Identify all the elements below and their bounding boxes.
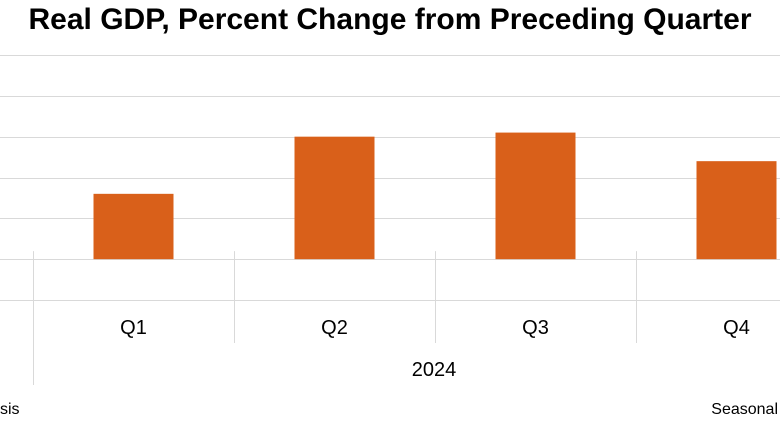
chart-title: Real GDP, Percent Change from Preceding … bbox=[28, 3, 752, 36]
bar-q2 bbox=[294, 136, 375, 260]
bar-q3 bbox=[495, 132, 576, 260]
category-separators bbox=[33, 251, 637, 385]
footer-note-fragment: Seasonal bbox=[711, 401, 778, 418]
bar-q1 bbox=[93, 193, 174, 260]
bar-q4 bbox=[696, 161, 777, 260]
category-label-q4: Q4 bbox=[723, 317, 750, 339]
category-label-q2: Q2 bbox=[321, 317, 348, 339]
bars bbox=[93, 132, 777, 260]
category-label-q3: Q3 bbox=[522, 317, 549, 339]
footer-source-fragment: sis bbox=[0, 401, 20, 418]
year-group-label: 2024 bbox=[412, 359, 457, 381]
category-labels: Q1 Q2 Q3 Q4 bbox=[120, 317, 750, 339]
gridlines bbox=[0, 55, 780, 301]
category-label-q1: Q1 bbox=[120, 317, 147, 339]
